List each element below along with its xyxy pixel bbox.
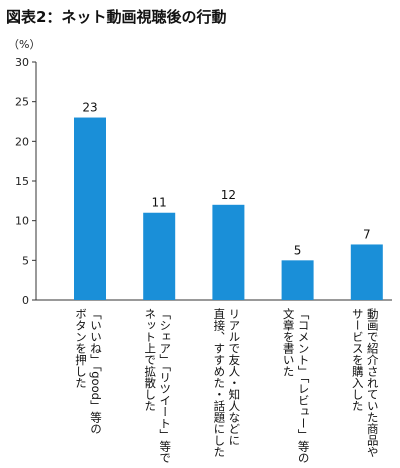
category-label: 直接、すすめた・話題にした [212,307,226,457]
y-tick-label: 5 [22,254,29,267]
y-tick-label: 25 [15,96,29,109]
chart-title: 図表2：ネット動画視聴後の行動 [6,8,226,26]
data-label: 23 [82,101,97,115]
data-label: 5 [294,243,302,257]
bar [281,260,314,300]
data-label: 7 [363,227,371,241]
category-label: 動画で紹介されていた商品や [366,307,380,457]
category-label: 「シェア」「リツイート」等で [158,308,172,463]
y-axis-unit: （%） [8,38,40,51]
category-label: ボタンを押した [74,308,88,389]
bar [143,212,176,300]
bar [350,244,383,300]
category-label: 「いいね」「good」等の [89,308,103,434]
bars: 23 11 12 5 7 [74,101,383,301]
data-label: 12 [221,188,236,202]
category-label: 「コメント」「レビュー」等の [297,308,311,463]
bar [74,117,106,301]
y-tick-label: 0 [22,294,29,307]
bar [212,204,245,300]
y-tick-label: 10 [15,215,29,228]
category-label: サービスを購入した [351,308,365,412]
y-tick-label: 15 [15,175,29,188]
category-label: ネット上で拡散した [143,308,157,412]
y-tick-label: 30 [15,56,29,69]
axes: 0 5 10 15 20 25 30 [15,56,392,307]
y-tick-label: 20 [15,135,29,148]
category-label: リアルで友人・知人などに [227,308,241,446]
data-label: 11 [152,196,167,210]
category-label: 文章を書いた [282,307,296,377]
